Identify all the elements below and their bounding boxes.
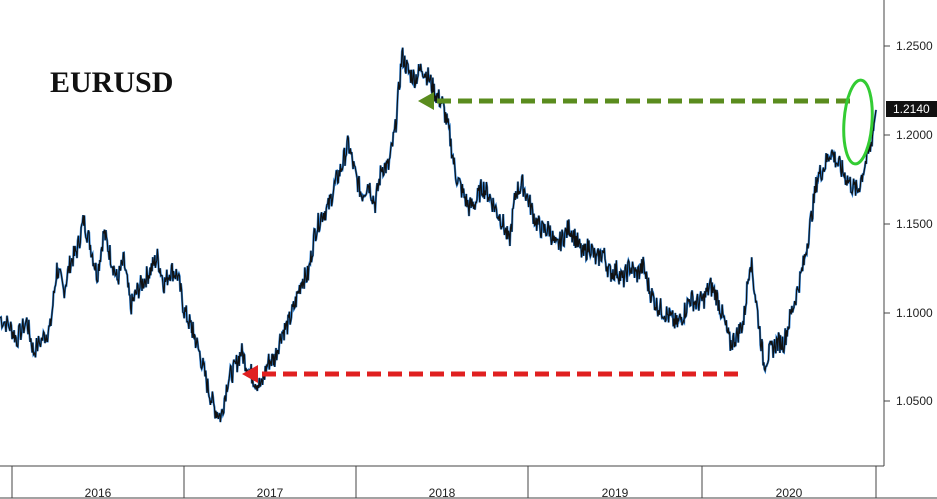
green-dashed-arrow: [418, 92, 850, 110]
y-tick-label: 1.1000: [896, 306, 933, 320]
y-tick-label: 1.2500: [896, 39, 933, 53]
last-value-label: 1.2140: [893, 102, 930, 116]
chart-title: EURUSD: [50, 66, 173, 99]
last-value-tag: 1.2140: [886, 101, 937, 117]
x-tick-label: 2016: [85, 486, 112, 499]
x-tick-label: 2018: [429, 486, 456, 499]
eurusd-series-highlight-line: [0, 47, 878, 423]
highlight-ellipse: [842, 78, 874, 166]
y-axis: 1.2500 1.2000 1.1500 1.1000 1.0500: [884, 39, 933, 408]
x-tick-label: 2017: [257, 486, 284, 499]
series-layer: [0, 47, 878, 423]
x-tick-label: 2019: [602, 486, 629, 499]
x-tick-label: 2020: [776, 486, 803, 499]
x-axis: 2016 2017 2018 2019 2020: [11, 466, 877, 499]
arrowhead-icon: [242, 365, 258, 383]
y-tick-label: 1.0500: [896, 394, 933, 408]
arrowhead-icon: [418, 92, 434, 110]
eurusd-series-line: [0, 47, 877, 423]
red-dashed-arrow: [242, 365, 738, 383]
y-tick-label: 1.1500: [896, 217, 933, 231]
y-tick-label: 1.2000: [896, 128, 933, 142]
